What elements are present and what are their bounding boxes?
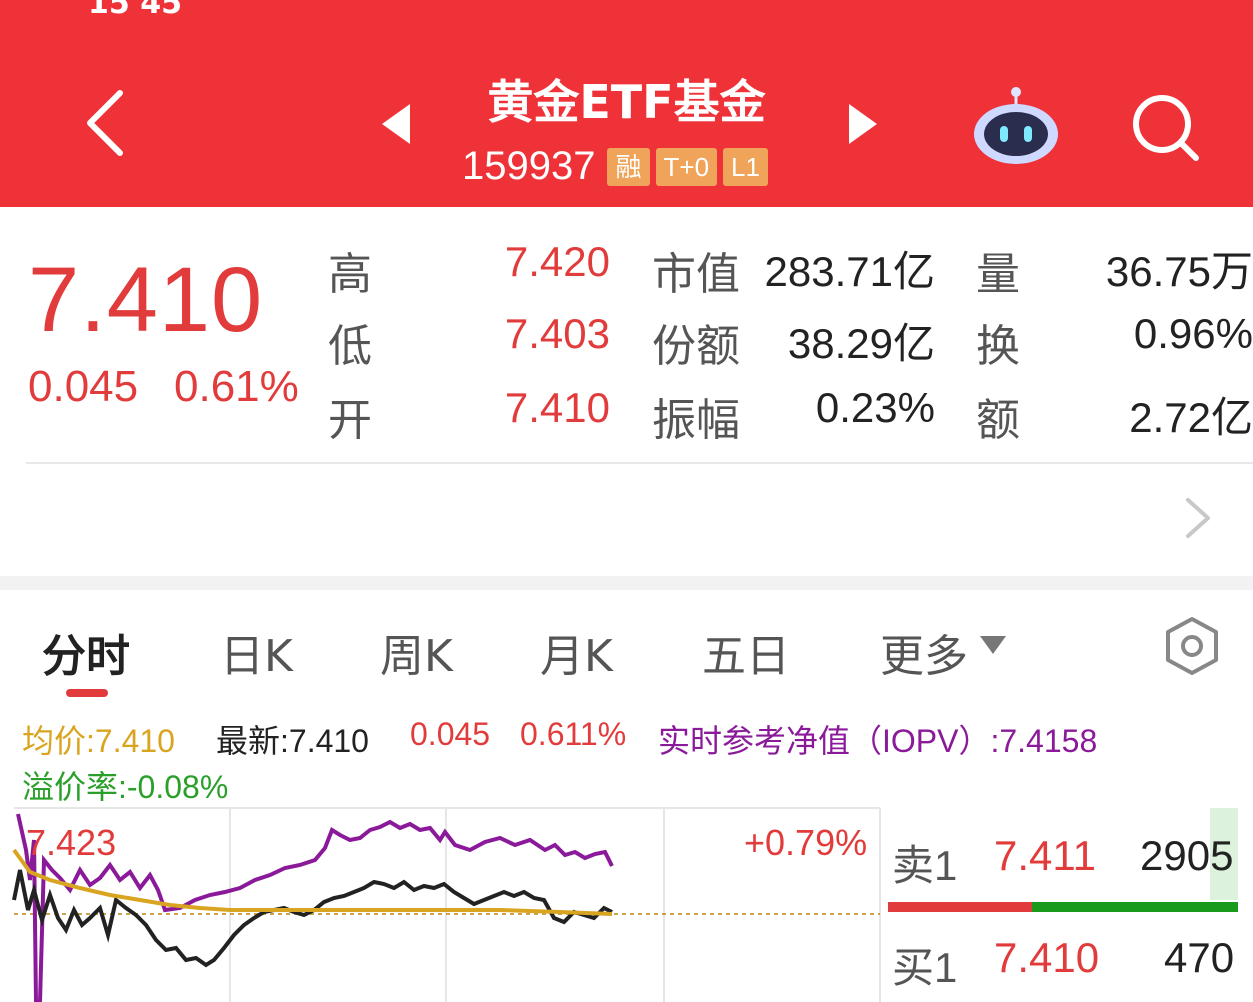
low-value: 7.403 bbox=[504, 310, 610, 357]
high-label: 高 bbox=[328, 249, 372, 300]
market-cap-label: 市值 bbox=[652, 249, 740, 300]
volume-value: 36.75万 bbox=[1105, 248, 1253, 295]
amplitude-value: 0.23% bbox=[815, 384, 935, 431]
amount-value: 2.72亿 bbox=[1129, 394, 1253, 441]
chart-top-pct-label: +0.79% bbox=[744, 822, 868, 863]
current-price: 7.410 bbox=[28, 249, 264, 351]
more-dropdown-icon[interactable] bbox=[980, 636, 1006, 654]
iopv-value: 实时参考净值（IOPV）:7.4158 bbox=[658, 723, 1098, 759]
fund-code: 159937 bbox=[462, 144, 596, 188]
tag-t0: T+0 bbox=[655, 147, 718, 186]
latest-price: 最新:7.410 bbox=[216, 723, 369, 759]
open-label: 开 bbox=[328, 395, 372, 446]
robot-assistant-icon[interactable] bbox=[970, 82, 1062, 166]
market-cap-value: 283.71亿 bbox=[764, 248, 935, 295]
open-value: 7.410 bbox=[504, 384, 610, 431]
low-label: 低 bbox=[328, 321, 372, 372]
latest-change-pct: 0.611% bbox=[520, 716, 627, 752]
shares-label: 份额 bbox=[652, 321, 740, 372]
amount-label: 额 bbox=[976, 395, 1020, 446]
price-change: 0.045 bbox=[28, 362, 139, 411]
quote-divider bbox=[26, 462, 1253, 464]
buy-sell-ratio-red bbox=[888, 902, 1032, 912]
price-line bbox=[12, 869, 613, 968]
turnover-value: 0.96% bbox=[1133, 310, 1253, 357]
search-icon[interactable] bbox=[1128, 92, 1202, 162]
sell1-price: 7.411 bbox=[994, 832, 1096, 879]
average-price: 均价:7.410 bbox=[22, 723, 175, 759]
turnover-label: 换 bbox=[976, 321, 1020, 372]
average-line bbox=[12, 848, 613, 916]
back-arrow-icon[interactable] bbox=[80, 88, 130, 158]
tab-monthly-k[interactable]: 月K bbox=[540, 631, 613, 682]
fund-title: 黄金ETF基金 bbox=[487, 75, 766, 129]
buy1-price: 7.410 bbox=[994, 934, 1100, 981]
sell1-volume: 2905 bbox=[1140, 832, 1234, 879]
intraday-chart[interactable] bbox=[0, 800, 882, 1002]
tab-weekly-k[interactable]: 周K bbox=[380, 631, 453, 682]
status-bar-time: 15 45 bbox=[88, 0, 182, 21]
price-change-pct: 0.61% bbox=[174, 362, 299, 411]
latest-change: 0.045 bbox=[410, 716, 491, 752]
settings-icon[interactable] bbox=[1162, 616, 1222, 676]
sell1-label: 卖1 bbox=[892, 842, 958, 889]
code-row: 159937 融 T+0 L1 bbox=[462, 144, 774, 189]
tab-daily-k[interactable]: 日K bbox=[220, 631, 293, 682]
premium-rate: 溢价率:-0.08% bbox=[22, 769, 229, 805]
tab-intraday[interactable]: 分时 bbox=[42, 631, 130, 682]
buy1-volume: 470 bbox=[1164, 934, 1235, 981]
section-separator bbox=[0, 576, 1253, 590]
tag-level: L1 bbox=[723, 147, 768, 186]
shares-value: 38.29亿 bbox=[787, 320, 935, 367]
buy-sell-ratio-green bbox=[1032, 902, 1238, 912]
tab-more[interactable]: 更多 bbox=[880, 631, 968, 682]
previous-fund-arrow-icon[interactable] bbox=[382, 104, 410, 144]
app-header: 15 45 黄金ETF基金 159937 融 T+0 L1 bbox=[0, 0, 1253, 207]
iopv-line bbox=[16, 813, 614, 1002]
high-value: 7.420 bbox=[504, 238, 610, 285]
tag-margin: 融 bbox=[607, 147, 650, 186]
chevron-right-icon[interactable] bbox=[1180, 496, 1216, 540]
tab-five-day[interactable]: 五日 bbox=[702, 631, 790, 682]
amplitude-label: 振幅 bbox=[652, 395, 740, 446]
buy1-label: 买1 bbox=[892, 944, 958, 991]
sell-volume-highlight bbox=[1210, 808, 1238, 900]
active-tab-indicator bbox=[66, 689, 108, 697]
chart-top-price-label: 7.423 bbox=[26, 822, 117, 863]
next-fund-arrow-icon[interactable] bbox=[849, 104, 877, 144]
volume-label: 量 bbox=[976, 249, 1020, 300]
